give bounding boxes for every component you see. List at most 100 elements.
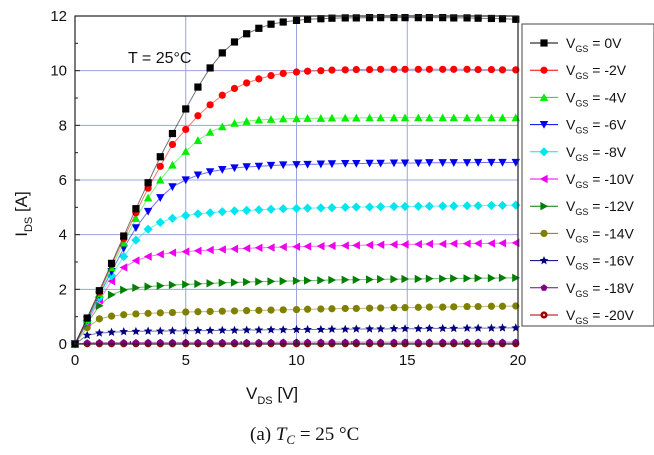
y-tick-label: 2 <box>59 281 67 298</box>
data-point <box>317 67 325 75</box>
data-point <box>401 14 409 22</box>
data-point <box>144 179 152 187</box>
series-line <box>74 204 516 345</box>
data-point <box>327 241 336 251</box>
data-point <box>292 114 301 123</box>
data-point <box>168 183 177 192</box>
legend-marker <box>540 284 548 291</box>
data-point <box>389 201 399 212</box>
data-point <box>401 274 410 284</box>
data-point <box>303 67 312 75</box>
data-point <box>400 240 409 249</box>
data-point <box>328 14 336 22</box>
data-point <box>488 338 495 345</box>
data-point <box>243 79 251 87</box>
y-tick-label: 4 <box>59 227 67 244</box>
data-point <box>352 160 361 168</box>
data-point <box>425 274 434 283</box>
data-point <box>473 158 483 167</box>
data-point <box>144 309 152 317</box>
data-point <box>317 276 326 285</box>
data-point <box>425 65 433 73</box>
legend: VGS = 0V VGS = -2V VGS = -4V VGS = -6V VGS =… <box>521 23 654 327</box>
data-point <box>107 290 116 299</box>
data-point <box>424 201 434 211</box>
data-point <box>156 175 165 184</box>
data-point <box>292 324 301 334</box>
data-point <box>254 162 264 171</box>
data-point <box>168 140 177 149</box>
data-point <box>327 160 337 169</box>
data-point <box>401 304 409 312</box>
legend-item: VGS = -4V <box>530 89 627 108</box>
data-point <box>218 91 226 99</box>
data-point <box>120 285 128 295</box>
data-point <box>143 207 153 216</box>
data-point <box>439 65 447 73</box>
data-point <box>267 277 276 286</box>
legend-item: VGS = -14V <box>530 225 635 244</box>
data-point <box>194 112 202 120</box>
data-point <box>377 304 385 312</box>
data-point <box>498 238 507 248</box>
data-point <box>449 201 459 211</box>
data-point <box>120 232 128 240</box>
data-point <box>438 239 447 249</box>
data-point <box>217 207 227 217</box>
data-point <box>206 101 214 109</box>
data-point <box>302 203 313 213</box>
data-point <box>365 240 374 250</box>
data-point <box>316 241 325 251</box>
data-point <box>131 224 141 233</box>
y-axis-label: IDS [A] <box>12 191 35 237</box>
data-point <box>341 14 349 22</box>
legend-label: VGS = -4V <box>566 89 627 108</box>
series-line <box>74 162 516 345</box>
data-point <box>377 275 385 284</box>
data-point <box>474 338 482 345</box>
data-point <box>168 129 177 138</box>
data-point <box>279 242 287 252</box>
data-point <box>292 161 301 169</box>
legend-label: VGS = -18V <box>566 280 635 299</box>
data-point <box>193 136 203 144</box>
data-point <box>425 113 434 122</box>
legend-marker <box>539 147 549 157</box>
legend-label: VGS = -20V <box>566 307 635 326</box>
legend-label: VGS = -14V <box>566 225 635 244</box>
data-point <box>156 153 164 161</box>
data-point <box>144 282 153 291</box>
data-point <box>414 303 422 311</box>
data-point <box>230 84 239 93</box>
data-point <box>438 113 447 122</box>
x-tick-label: 10 <box>288 352 305 369</box>
data-point <box>317 15 325 23</box>
data-point <box>266 204 276 214</box>
data-point <box>352 304 360 313</box>
x-axis-label: VDS [V] <box>246 384 298 407</box>
data-point <box>487 14 496 23</box>
data-point <box>107 276 116 286</box>
data-point <box>473 239 482 248</box>
legend-marker <box>540 66 548 74</box>
legend-marker <box>539 121 549 129</box>
data-point <box>267 71 275 80</box>
data-point <box>390 338 398 345</box>
data-point <box>303 305 312 313</box>
data-point <box>511 200 521 210</box>
data-point <box>365 304 374 312</box>
data-point <box>497 200 508 211</box>
data-point <box>414 113 423 122</box>
data-point <box>438 159 447 167</box>
data-point <box>365 14 374 22</box>
data-point <box>486 200 497 211</box>
x-tick-label: 5 <box>182 352 190 369</box>
data-point <box>463 338 471 345</box>
data-point <box>449 239 458 248</box>
y-tick-label: 8 <box>59 117 67 134</box>
data-point <box>230 278 239 287</box>
data-point <box>449 323 459 333</box>
y-tick-label: 12 <box>50 8 67 25</box>
data-point <box>413 324 423 333</box>
data-point <box>107 259 116 267</box>
